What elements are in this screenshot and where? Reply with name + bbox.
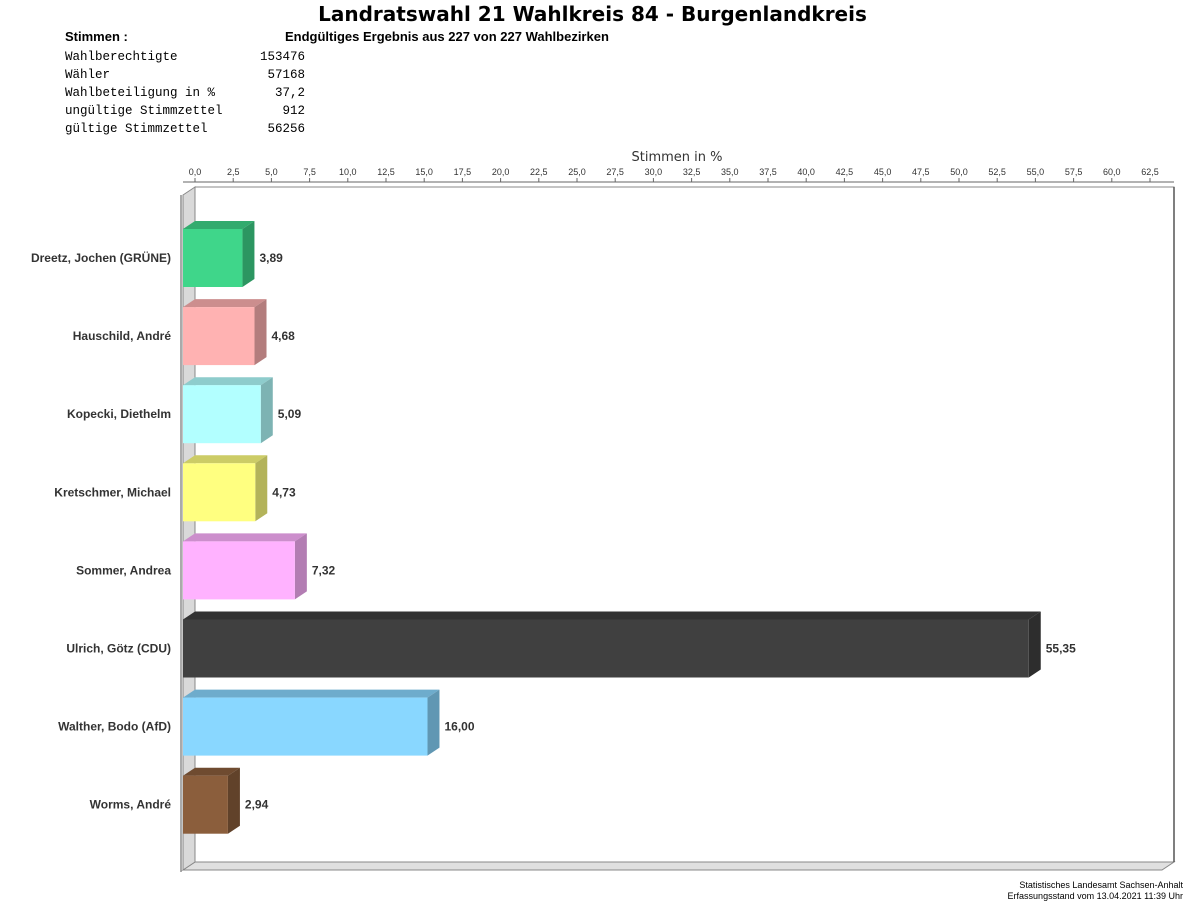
footer: Statistisches Landesamt Sachsen-Anhalt E… — [1008, 880, 1183, 902]
bar — [183, 619, 1029, 678]
x-tick-label: 52,5 — [988, 167, 1006, 177]
category-label: Hauschild, André — [73, 329, 172, 343]
bar-value-label: 55,35 — [1046, 642, 1076, 656]
category-label: Worms, André — [90, 798, 172, 812]
x-tick-label: 62,5 — [1141, 167, 1159, 177]
category-label: Kretschmer, Michael — [54, 485, 171, 499]
plot-floor — [181, 861, 1176, 871]
x-tick-label: 30,0 — [645, 167, 663, 177]
x-tick-label: 10,0 — [339, 167, 357, 177]
footer-timestamp: Erfassungsstand vom 13.04.2021 11:39 Uhr — [1007, 891, 1183, 901]
bar-top-face — [183, 533, 307, 542]
bar — [183, 775, 228, 834]
stat-value: 57168 — [267, 68, 305, 82]
bar-side-face — [294, 533, 307, 600]
result-subtitle: Endgültiges Ergebnis aus 227 von 227 Wah… — [285, 29, 609, 44]
x-tick-label: 47,5 — [912, 167, 930, 177]
bar-value-label: 5,09 — [278, 407, 302, 421]
bar-side-face — [427, 689, 440, 756]
category-label: Walther, Bodo (AfD) — [58, 720, 171, 734]
bar — [183, 541, 295, 600]
stat-label: Wähler — [65, 68, 111, 82]
bar-value-label: 4,73 — [272, 485, 296, 499]
bar — [183, 307, 255, 366]
x-tick-label: 55,0 — [1027, 167, 1045, 177]
stat-value: 37,2 — [274, 86, 305, 100]
x-tick-label: 42,5 — [836, 167, 854, 177]
x-tick-label: 60,0 — [1103, 167, 1121, 177]
x-tick-label: 12,5 — [377, 167, 395, 177]
x-tick-label: 32,5 — [683, 167, 701, 177]
bar-side-face — [227, 767, 240, 834]
x-tick-label: 7,5 — [303, 167, 316, 177]
bar-side-face — [1028, 611, 1041, 678]
plot-back-wall — [194, 186, 1175, 863]
bar-top-face — [183, 221, 255, 229]
stat-label: gültige Stimmzettel — [65, 122, 208, 136]
stat-row: Wahlbeteiligung in % 37,2 — [65, 84, 305, 102]
stat-value: 153476 — [259, 50, 305, 64]
stat-row: Wahlberechtigte 153476 — [65, 48, 305, 66]
x-tick-label: 22,5 — [530, 167, 548, 177]
stats-table: Wahlberechtigte 153476 Wähler 57168 Wahl… — [65, 48, 305, 138]
bar-value-label: 2,94 — [245, 798, 269, 812]
bar-chart: Stimmen in % 0,0 2,5 5,0 7,5 10,0 12,5 15,0 17,5… — [31, 150, 1176, 872]
stat-value: 912 — [282, 104, 305, 118]
x-tick-label: 50,0 — [950, 167, 968, 177]
x-axis-title: Stimmen in % — [632, 150, 723, 165]
bar-value-label: 3,89 — [259, 251, 283, 265]
bar-value-label: 16,00 — [444, 720, 474, 734]
bar-top-face — [183, 689, 440, 698]
stat-row: gültige Stimmzettel 56256 — [65, 120, 305, 138]
x-tick-label: 2,5 — [227, 167, 240, 177]
bar-top-face — [183, 455, 268, 464]
x-tick-label: 45,0 — [874, 167, 892, 177]
x-tick-label: 0,0 — [189, 167, 202, 177]
x-tick-label: 57,5 — [1065, 167, 1083, 177]
x-tick-label: 40,0 — [797, 167, 815, 177]
category-label: Ulrich, Götz (CDU) — [66, 642, 171, 656]
footer-source: Statistisches Landesamt Sachsen-Anhalt — [1019, 880, 1183, 890]
x-tick-label: 15,0 — [415, 167, 433, 177]
bar-top-face — [183, 767, 240, 776]
page-title: Landratswahl 21 Wahlkreis 84 - Burgenlan… — [318, 2, 867, 26]
x-tick-label: 5,0 — [265, 167, 278, 177]
category-label: Dreetz, Jochen (GRÜNE) — [31, 250, 171, 265]
x-tick-label: 27,5 — [606, 167, 624, 177]
bar — [183, 385, 261, 444]
bar — [183, 697, 428, 756]
x-tick-label: 35,0 — [721, 167, 739, 177]
stat-row: Wähler 57168 — [65, 66, 305, 84]
x-tick-label: 20,0 — [492, 167, 510, 177]
stat-label: ungültige Stimmzettel — [65, 104, 223, 118]
bar-side-face — [260, 377, 273, 444]
bar-side-face — [255, 455, 268, 522]
x-tick-label: 25,0 — [568, 167, 586, 177]
stat-label: Wahlbeteiligung in % — [65, 86, 216, 100]
bar-top-face — [183, 611, 1041, 620]
x-tick-label: 17,5 — [454, 167, 472, 177]
category-label: Kopecki, Diethelm — [67, 407, 171, 421]
bar-side-face — [242, 221, 255, 287]
bar-side-face — [254, 299, 267, 366]
bar-value-label: 4,68 — [272, 329, 296, 343]
bar-top-face — [183, 299, 267, 308]
stat-row: ungültige Stimmzettel 912 — [65, 102, 305, 120]
plot-left-wall — [182, 186, 196, 871]
bar-top-face — [183, 377, 273, 386]
x-tick-label: 37,5 — [759, 167, 777, 177]
category-label: Sommer, Andrea — [76, 563, 171, 577]
bar — [183, 463, 256, 522]
stimmen-label: Stimmen : — [65, 29, 128, 44]
bar-value-label: 7,32 — [312, 563, 336, 577]
stat-value: 56256 — [267, 122, 305, 136]
bar — [183, 229, 243, 287]
stat-label: Wahlberechtigte — [65, 50, 178, 64]
